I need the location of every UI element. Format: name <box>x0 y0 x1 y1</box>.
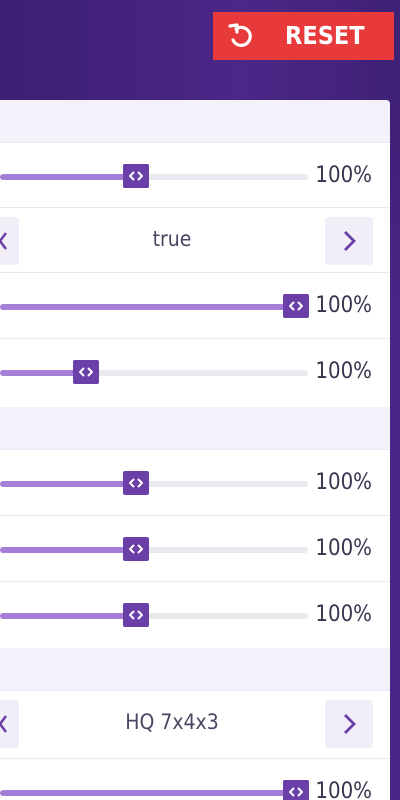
drag-arrows-icon <box>129 610 143 620</box>
prev-button[interactable] <box>0 700 19 748</box>
reset-label: RESET <box>285 21 365 50</box>
slider-value: 100% <box>315 602 372 627</box>
slider-handle[interactable] <box>283 780 309 800</box>
slider-fill <box>0 174 136 180</box>
slider-fill <box>0 370 86 376</box>
next-button[interactable] <box>325 700 373 748</box>
next-button[interactable] <box>325 217 373 265</box>
slider-track[interactable] <box>0 547 308 553</box>
select-row: true <box>0 207 390 272</box>
slider-handle[interactable] <box>123 164 149 188</box>
select-row: HQ 7x4x3 <box>0 690 390 755</box>
reset-button[interactable]: RESET <box>213 12 394 60</box>
slider-row: 100% <box>0 272 390 337</box>
section-header <box>0 100 390 142</box>
slider-handle[interactable] <box>73 360 99 384</box>
slider-handle[interactable] <box>123 471 149 495</box>
drag-arrows-icon <box>129 544 143 554</box>
slider-row: 100% <box>0 449 390 514</box>
drag-arrows-icon <box>79 367 93 377</box>
chevron-right-icon <box>344 231 356 251</box>
select-value: HQ 7x4x3 <box>125 710 219 734</box>
slider-fill <box>0 547 136 553</box>
slider-fill <box>0 481 136 487</box>
slider-value: 100% <box>315 359 372 384</box>
slider-value: 100% <box>315 293 372 318</box>
slider-track[interactable] <box>0 481 308 487</box>
slider-handle[interactable] <box>123 537 149 561</box>
slider-value: 100% <box>315 536 372 561</box>
slider-track[interactable] <box>0 613 308 619</box>
settings-panel: 100% true 100% 100% 100% <box>0 100 390 800</box>
section-header <box>0 407 390 449</box>
chevron-left-icon <box>0 715 7 733</box>
slider-track[interactable] <box>0 370 308 376</box>
slider-fill <box>0 613 136 619</box>
drag-arrows-icon <box>129 171 143 181</box>
chevron-left-icon <box>0 232 7 250</box>
section-header <box>0 648 390 690</box>
drag-arrows-icon <box>129 478 143 488</box>
slider-row: 100% <box>0 338 390 403</box>
slider-value: 100% <box>315 163 372 188</box>
slider-handle[interactable] <box>283 294 309 318</box>
slider-row: 100% <box>0 515 390 580</box>
slider-handle[interactable] <box>123 603 149 627</box>
undo-icon <box>227 22 255 50</box>
slider-row: 100% <box>0 142 390 207</box>
top-bar: RESET <box>0 0 400 100</box>
select-value: true <box>152 227 192 251</box>
slider-row: 100% <box>0 758 390 800</box>
slider-track[interactable] <box>0 174 308 180</box>
slider-fill <box>0 304 296 310</box>
slider-value: 100% <box>315 779 372 800</box>
drag-arrows-icon <box>289 787 303 797</box>
slider-fill <box>0 790 296 796</box>
chevron-right-icon <box>344 714 356 734</box>
slider-value: 100% <box>315 470 372 495</box>
prev-button[interactable] <box>0 217 19 265</box>
slider-row: 100% <box>0 581 390 646</box>
drag-arrows-icon <box>289 301 303 311</box>
